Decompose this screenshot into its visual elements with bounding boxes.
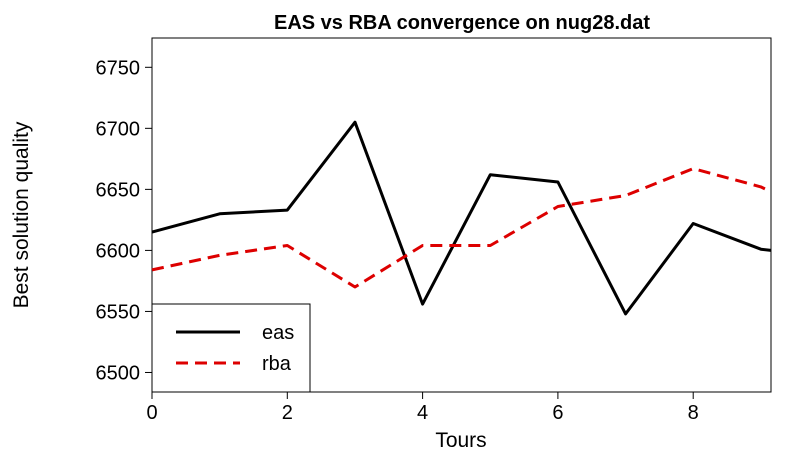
y-axis: 6500 6550 6600 6650 6700 6750 <box>96 57 152 384</box>
y-tick-label: 6700 <box>96 118 141 140</box>
y-tick-label: 6500 <box>96 362 141 384</box>
series-line-rba <box>151 167 772 289</box>
series-layer <box>151 120 772 316</box>
legend-label-eas: eas <box>262 322 294 344</box>
x-tick-label: 2 <box>282 402 293 424</box>
x-tick-label: 0 <box>146 402 157 424</box>
x-axis-label: Tours <box>435 429 486 450</box>
x-tick-label: 4 <box>417 402 428 424</box>
legend-label-rba: rba <box>262 353 292 375</box>
x-axis: 0 2 4 6 8 <box>146 392 699 424</box>
x-tick-label: 6 <box>552 402 563 424</box>
chart-title: EAS vs RBA convergence on nug28.dat <box>274 12 650 34</box>
legend-box <box>151 303 311 393</box>
x-tick-label: 8 <box>688 402 699 424</box>
y-tick-label: 6650 <box>96 179 141 201</box>
plot-frame <box>151 37 772 393</box>
y-tick-label: 6750 <box>96 57 141 79</box>
y-tick-label: 6550 <box>96 301 141 323</box>
series-line-eas <box>151 120 772 316</box>
legend: eas rba <box>151 303 311 393</box>
y-tick-label: 6600 <box>96 240 141 262</box>
y-axis-label: Best solution quality <box>10 121 33 308</box>
